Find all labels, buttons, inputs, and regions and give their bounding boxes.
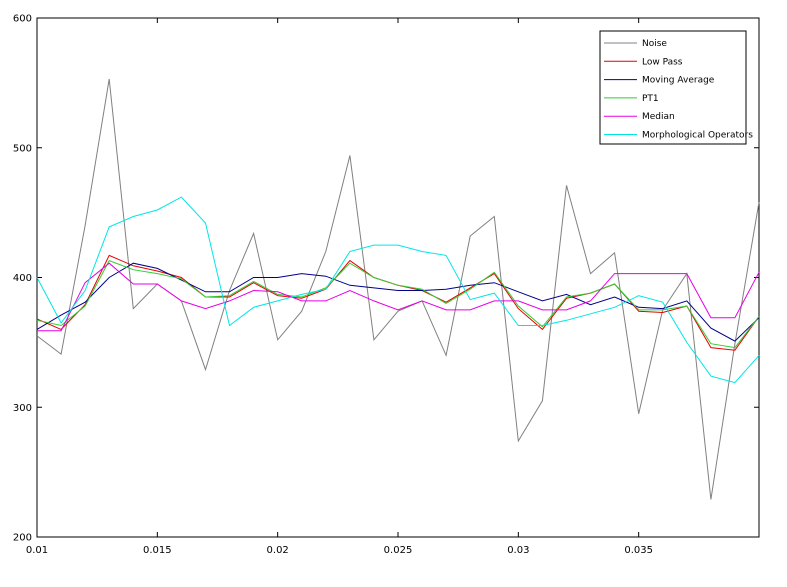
legend-label-low-pass: Low Pass [642,57,683,67]
legend-label-pt1: PT1 [642,94,659,104]
series-lines [36,78,760,500]
x-tick-label: 0.025 [384,545,413,556]
x-tick-label: 0.02 [267,545,289,556]
y-tick-label: 300 [13,403,32,414]
legend: Noise Low Pass Moving Average PT1 Median Morp… [599,30,753,145]
y-tick-label: 200 [13,533,32,544]
series-line-morphological-operators [36,196,760,384]
series-line-median [37,262,760,332]
x-tick-label: 0.01 [26,545,48,556]
legend-label-noise: Noise [642,39,667,49]
legend-label-median: Median [642,112,675,122]
x-tick-label: 0.015 [143,545,172,556]
legend-label-moving-average: Moving Average [642,76,715,86]
x-tick-label: 0.035 [624,545,653,556]
series-line-moving-average [36,262,760,342]
x-tick-label: 0.03 [507,545,529,556]
y-axis: 200 300 400 500 600 [13,14,759,544]
x-axis: 0.01 0.015 0.02 0.025 0.03 0.035 [26,18,653,556]
legend-entries: Noise Low Pass Moving Average PT1 Median Morp… [604,39,753,141]
y-tick-label: 400 [13,273,32,284]
y-tick-label: 500 [13,143,32,154]
series-line-pt1 [36,259,760,349]
y-tick-label: 600 [13,14,32,25]
legend-label-morphological-operators: Morphological Operators [642,131,753,141]
legend-box [599,30,747,145]
